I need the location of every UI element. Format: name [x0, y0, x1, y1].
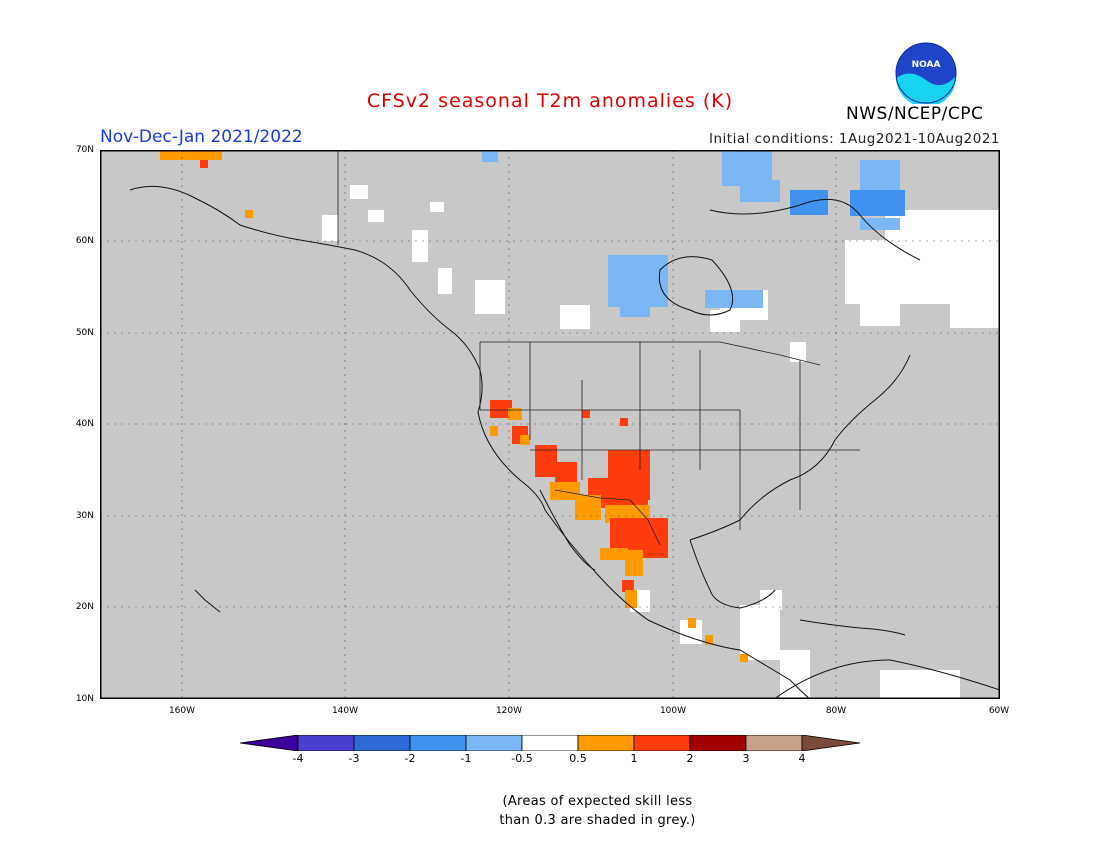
lat-label-40n: 40N [75, 419, 94, 429]
skill-note: (Areas of expected skill less than 0.3 a… [0, 792, 1100, 830]
political-borders [337, 150, 860, 546]
near-normal-areas [322, 185, 1000, 699]
initial-conditions: Initial conditions: 1Aug2021-10Aug2021 [708, 131, 1000, 147]
lat-label-60n: 60N [75, 236, 94, 246]
lat-label-70n: 70N [75, 145, 94, 155]
colorbar-swatch-3-4 [745, 734, 803, 752]
colorbar-label: 4 [798, 752, 806, 765]
colorbar-label: -0.5 [511, 752, 533, 765]
noaa-logo: NOAA [895, 42, 957, 108]
lat-label-20n: 20N [75, 602, 94, 612]
lat-label-30n: 30N [75, 511, 94, 521]
colorbar-swatch-1-2 [633, 734, 691, 752]
colorbar-swatch-minus2-minus1 [409, 734, 467, 752]
anomaly-map [100, 150, 1000, 699]
colorbar-swatch-minus3-minus2 [353, 734, 411, 752]
lon-label-160w: 160W [168, 706, 196, 716]
colorbar-arrow-left [239, 734, 299, 752]
colorbar-label: 2 [686, 752, 694, 765]
warm-areas [160, 150, 748, 662]
lon-label-60w: 60W [988, 706, 1010, 716]
graticule [100, 150, 1000, 699]
map-background [100, 150, 1000, 699]
lon-label-80w: 80W [825, 706, 847, 716]
colorbar-label: 3 [742, 752, 750, 765]
colorbar-swatch-2-3 [689, 734, 747, 752]
colorbar-swatch-05-1 [577, 734, 635, 752]
lon-label-140w: 140W [331, 706, 359, 716]
coastlines [129, 185, 1000, 699]
colorbar [239, 734, 862, 755]
colorbar-arrow-right [801, 734, 861, 752]
agency-label: NWS/NCEP/CPC [846, 104, 984, 124]
colorbar-label: -1 [460, 752, 472, 765]
lon-label-100w: 100W [659, 706, 687, 716]
lat-label-10n: 10N [75, 694, 94, 704]
colorbar-swatch-near-normal [521, 734, 579, 752]
logo-text: NOAA [912, 60, 941, 70]
colorbar-label: -2 [404, 752, 416, 765]
colorbar-label: 1 [630, 752, 638, 765]
map-title: CFSv2 seasonal T2m anomalies (K) [366, 90, 734, 112]
cold-areas [482, 150, 905, 317]
colorbar-label: -4 [292, 752, 304, 765]
skill-note-line2: than 0.3 are shaded in grey.) [499, 813, 696, 828]
lat-label-50n: 50N [75, 328, 94, 338]
map-frame [100, 150, 1000, 699]
colorbar-swatch-lt-minus3 [297, 734, 355, 752]
colorbar-swatch-minus1-minus05 [465, 734, 523, 752]
lon-label-120w: 120W [495, 706, 523, 716]
skill-note-line1: (Areas of expected skill less [502, 794, 693, 809]
colorbar-label: 0.5 [569, 752, 587, 765]
colorbar-label: -3 [348, 752, 360, 765]
forecast-period: Nov-Dec-Jan 2021/2022 [100, 127, 303, 147]
